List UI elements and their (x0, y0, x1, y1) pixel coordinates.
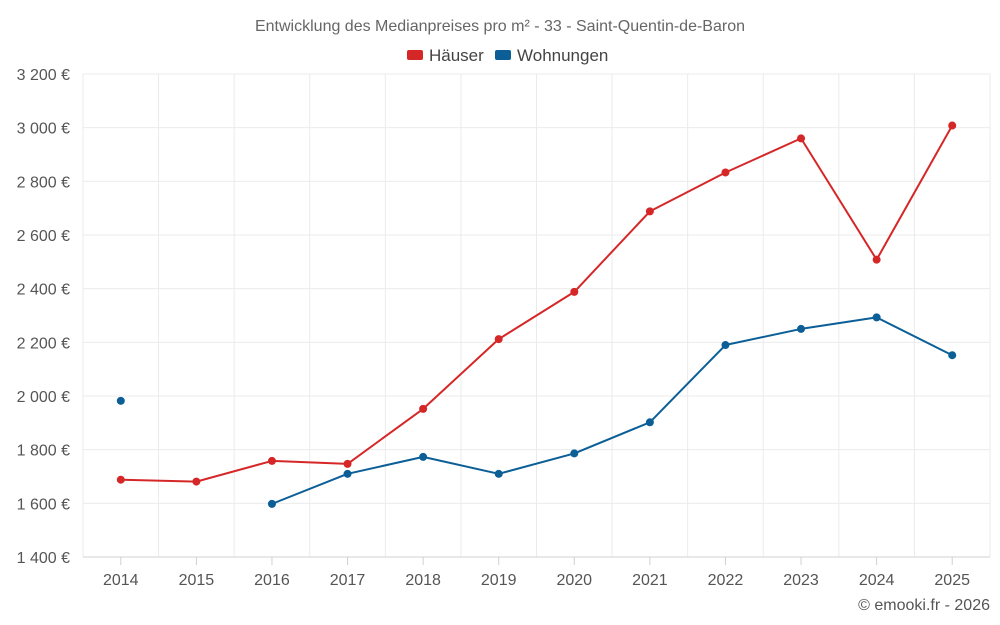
x-tick-label: 2016 (254, 572, 290, 589)
series-0-point (948, 121, 957, 130)
y-tick-label: 2 200 € (17, 335, 70, 352)
y-tick-label: 1 800 € (17, 443, 70, 460)
x-tick-label: 2019 (481, 572, 517, 589)
series-1-point (872, 313, 881, 322)
legend-label: Wohnungen (517, 46, 608, 65)
y-axis: 1 400 € 1 600 € 1 800 € 2 000 € 2 200 € 2 400… (17, 67, 70, 567)
y-tick-label: 2 400 € (17, 282, 70, 299)
x-tick-label: 2018 (405, 572, 441, 589)
series-0-line (120, 125, 954, 483)
series-1-line (271, 316, 953, 505)
series-0-point (721, 168, 730, 177)
y-tick-label: 1 600 € (17, 496, 70, 513)
y-tick-label: 2 000 € (17, 389, 70, 406)
x-tick-label: 2024 (859, 572, 895, 589)
x-tick-label: 2015 (179, 572, 215, 589)
series-0-point (116, 475, 125, 484)
legend-swatch (495, 50, 511, 60)
series-group (116, 121, 957, 508)
series-1-point (343, 469, 352, 478)
y-tick-label: 3 200 € (17, 67, 70, 84)
series-0 (116, 121, 957, 486)
x-tick-label: 2017 (330, 572, 366, 589)
series-1 (116, 313, 957, 508)
legend-item-1[interactable]: Wohnungen (495, 46, 608, 65)
legend-swatch (407, 50, 423, 60)
series-1-point (494, 469, 503, 478)
legend-label: Häuser (429, 46, 484, 65)
series-1-point (267, 499, 276, 508)
series-1-point (419, 452, 428, 461)
y-tick-label: 3 000 € (17, 121, 70, 138)
series-1-point (721, 341, 730, 350)
x-tick-label: 2025 (934, 572, 970, 589)
series-0-point (343, 459, 352, 468)
series-0-point (797, 134, 806, 143)
y-tick-label: 1 400 € (17, 550, 70, 567)
series-0-point (872, 255, 881, 264)
x-tick-label: 2022 (708, 572, 744, 589)
series-0-point (645, 207, 654, 216)
x-tick-label: 2021 (632, 572, 668, 589)
series-1-point (948, 351, 957, 360)
y-tick-label: 2 800 € (17, 174, 70, 191)
y-tick-label: 2 600 € (17, 228, 70, 245)
series-1-point (116, 396, 125, 405)
series-0-point (570, 287, 579, 296)
series-1-point (570, 449, 579, 458)
series-1-point (797, 324, 806, 333)
series-0-point (192, 477, 201, 486)
credit-text: © emooki.fr - 2026 (858, 597, 990, 614)
series-0-point (267, 456, 276, 465)
chart-title: Entwicklung des Medianpreises pro m² - 3… (255, 18, 745, 35)
x-tick-label: 2014 (103, 572, 139, 589)
legend-item-0[interactable]: Häuser (407, 46, 484, 65)
x-tick-label: 2020 (556, 572, 592, 589)
legend: Häuser Wohnungen (407, 46, 608, 65)
series-0-point (419, 404, 428, 413)
series-0-point (494, 335, 503, 344)
x-axis: 2014 2015 2016 2017 2018 2019 2020 2021 2022 2023… (83, 556, 990, 589)
grid (82, 73, 991, 557)
series-1-point (645, 418, 654, 427)
x-tick-label: 2023 (783, 572, 819, 589)
